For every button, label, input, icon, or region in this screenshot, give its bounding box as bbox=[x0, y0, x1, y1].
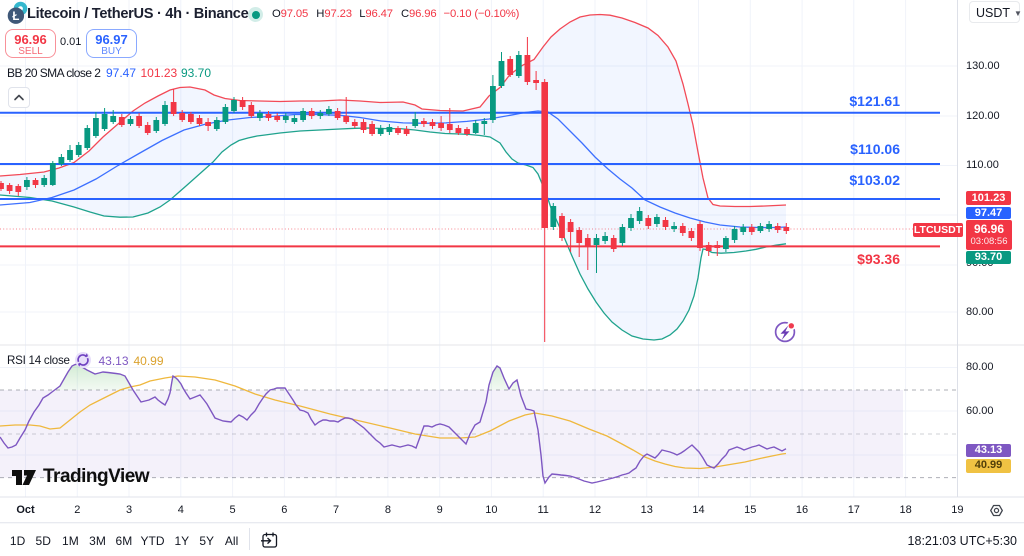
svg-text:Ł: Ł bbox=[12, 11, 19, 23]
